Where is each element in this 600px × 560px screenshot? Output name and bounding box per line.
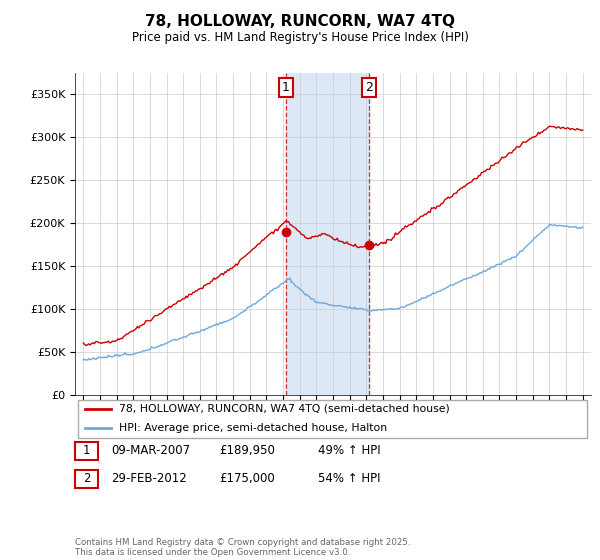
Text: Price paid vs. HM Land Registry's House Price Index (HPI): Price paid vs. HM Land Registry's House … [131,31,469,44]
Text: 1: 1 [282,81,290,94]
Text: 78, HOLLOWAY, RUNCORN, WA7 4TQ (semi-detached house): 78, HOLLOWAY, RUNCORN, WA7 4TQ (semi-det… [119,404,449,414]
FancyBboxPatch shape [77,400,587,437]
Text: 2: 2 [83,472,90,486]
Text: 49% ↑ HPI: 49% ↑ HPI [318,444,380,458]
Bar [286,73,369,395]
Text: HPI: Average price, semi-detached house, Halton: HPI: Average price, semi-detached house,… [119,423,387,433]
Text: £175,000: £175,000 [219,472,275,486]
Text: 09-MAR-2007: 09-MAR-2007 [111,444,190,458]
Text: 1: 1 [83,444,90,458]
Text: Contains HM Land Registry data © Crown copyright and database right 2025.
This d: Contains HM Land Registry data © Crown c… [75,538,410,557]
Text: 29-FEB-2012: 29-FEB-2012 [111,472,187,486]
Text: 2: 2 [365,81,373,94]
Text: £189,950: £189,950 [219,444,275,458]
Text: 54% ↑ HPI: 54% ↑ HPI [318,472,380,486]
Text: 78, HOLLOWAY, RUNCORN, WA7 4TQ: 78, HOLLOWAY, RUNCORN, WA7 4TQ [145,14,455,29]
